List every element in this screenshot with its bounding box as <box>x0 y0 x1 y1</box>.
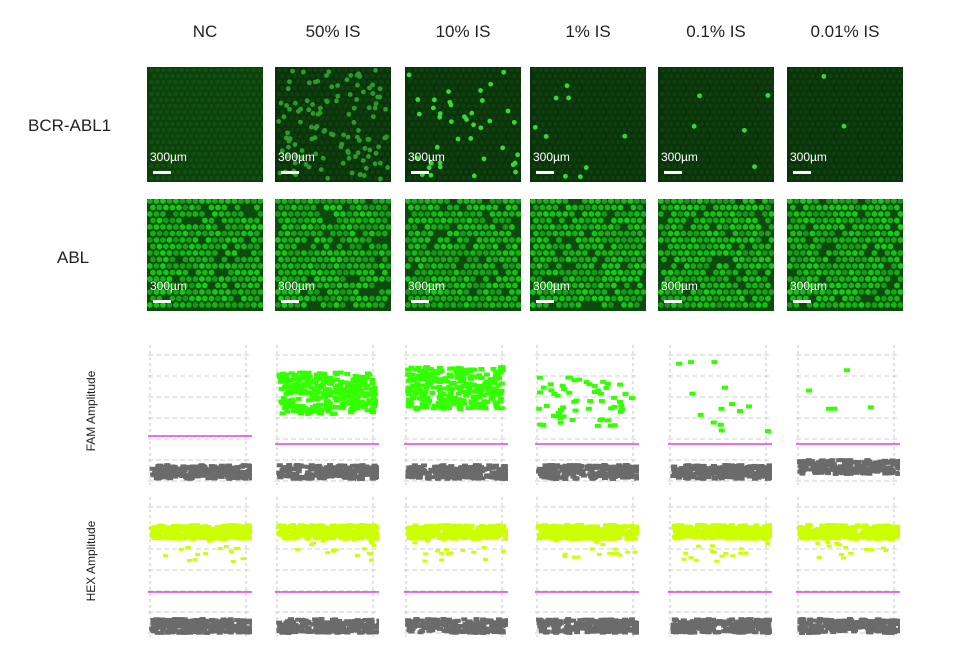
fam-amplitude-plot-10-is <box>404 345 508 485</box>
hex-amplitude-plot-nc <box>148 497 252 637</box>
scale-label: 300µm <box>661 150 698 164</box>
fluorescence-image-abl-0-01-is: 300µm <box>787 199 903 311</box>
hex-amplitude-label: HEX Amplitude <box>84 520 98 602</box>
fluorescence-image-bcr-abl1-50-is: 300µm <box>275 67 391 182</box>
fluorescence-image-bcr-abl1-10-is: 300µm <box>405 67 521 182</box>
scale-bar <box>281 300 299 303</box>
column-header-nc: NC <box>192 22 218 41</box>
fam-amplitude-plot-50-is <box>275 345 379 485</box>
scale-bar <box>793 171 811 174</box>
scale-bar <box>664 171 682 174</box>
fluorescence-image-bcr-abl1-0-01-is: 300µm <box>787 67 903 182</box>
fluorescence-image-abl-1-is: 300µm <box>530 199 646 311</box>
scale-label: 300µm <box>278 150 315 164</box>
fam-amplitude-plot-0-1-is <box>668 345 772 485</box>
fluorescence-image-bcr-abl1-0-1-is: 300µm <box>658 67 774 182</box>
scale-bar <box>536 171 554 174</box>
fluorescence-image-bcr-abl1-1-is: 300µm <box>530 67 646 182</box>
hex-amplitude-plot-0-01-is <box>796 497 900 637</box>
hex-amplitude-plot-50-is <box>275 497 379 637</box>
scale-label: 300µm <box>533 279 570 293</box>
scale-bar <box>411 300 429 303</box>
scale-bar <box>536 300 554 303</box>
row-label-bcr-abl1: BCR-ABL1 <box>28 116 112 135</box>
hex-amplitude-plot-10-is <box>404 497 508 637</box>
scale-bar <box>153 171 171 174</box>
scale-label: 300µm <box>278 279 315 293</box>
fluorescence-image-abl-10-is: 300µm <box>405 199 521 311</box>
fam-amplitude-label: FAM Amplitude <box>84 370 98 452</box>
column-header-1-is: 1% IS <box>565 22 611 41</box>
fluorescence-image-abl-0-1-is: 300µm <box>658 199 774 311</box>
scale-label: 300µm <box>150 150 187 164</box>
scale-bar <box>411 171 429 174</box>
row-label-abl: ABL <box>57 248 90 267</box>
hex-amplitude-plot-0-1-is <box>668 497 772 637</box>
fam-amplitude-plot-nc <box>148 345 252 485</box>
scale-bar <box>793 300 811 303</box>
scale-label: 300µm <box>150 279 187 293</box>
scale-label: 300µm <box>790 150 827 164</box>
scale-label: 300µm <box>533 150 570 164</box>
column-header-50-is: 50% IS <box>305 22 361 41</box>
fluorescence-image-abl-nc: 300µm <box>147 199 263 311</box>
scale-label: 300µm <box>661 279 698 293</box>
hex-amplitude-plot-1-is <box>535 497 639 637</box>
column-header-0-1-is: 0.1% IS <box>686 22 746 41</box>
scale-bar <box>664 300 682 303</box>
scale-bar <box>153 300 171 303</box>
column-header-10-is: 10% IS <box>435 22 491 41</box>
scale-label: 300µm <box>408 279 445 293</box>
scale-bar <box>281 171 299 174</box>
fluorescence-image-bcr-abl1-nc: 300µm <box>147 67 263 182</box>
column-header-0-01-is: 0.01% IS <box>810 22 880 41</box>
scale-label: 300µm <box>790 279 827 293</box>
fam-amplitude-plot-1-is <box>535 345 639 485</box>
scale-label: 300µm <box>408 150 445 164</box>
fluorescence-image-abl-50-is: 300µm <box>275 199 391 311</box>
fam-amplitude-plot-0-01-is <box>796 345 900 485</box>
